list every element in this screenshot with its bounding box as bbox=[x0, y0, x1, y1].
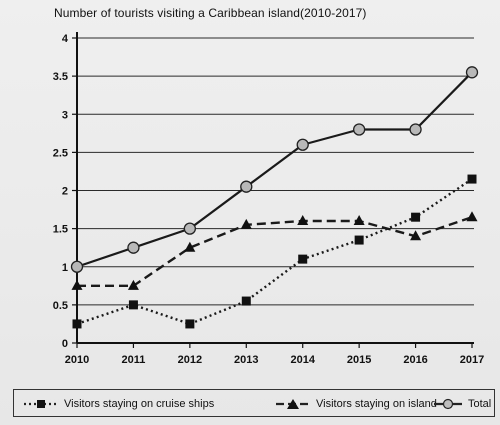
legend-label-total: Total bbox=[468, 398, 492, 410]
y-tick-label-5: 2.5 bbox=[53, 147, 68, 159]
legend-item-total: Total bbox=[432, 390, 491, 418]
x-tick-label-4: 2014 bbox=[290, 354, 315, 366]
series-0-point-3 bbox=[241, 296, 251, 306]
series-1-point-3 bbox=[240, 218, 252, 229]
x-tick-label-1: 2011 bbox=[121, 354, 145, 366]
series-2-point-3 bbox=[240, 180, 253, 193]
series-2-point-2 bbox=[183, 222, 197, 235]
x-tick-label-3: 2013 bbox=[234, 354, 258, 366]
series-0-point-6 bbox=[411, 212, 421, 222]
series-1-point-4 bbox=[297, 215, 309, 225]
y-tick-label-2: 1 bbox=[62, 262, 68, 274]
series-2-point-6 bbox=[409, 123, 422, 136]
series-1-point-2 bbox=[184, 241, 196, 252]
series-2-point-0 bbox=[70, 260, 84, 273]
series-lines bbox=[76, 71, 473, 326]
series-1-point-7 bbox=[466, 211, 478, 222]
chart-title: Number of tourists visiting a Caribbean … bbox=[54, 6, 367, 20]
legend-swatch-island bbox=[276, 399, 310, 409]
legend: Visitors staying on cruise ships Visitor… bbox=[13, 389, 495, 417]
series-line-1 bbox=[77, 216, 473, 288]
series-0-point-7 bbox=[467, 174, 477, 184]
series-line-0 bbox=[76, 178, 473, 326]
x-tick-label-0: 2010 bbox=[65, 354, 89, 366]
x-tick-label-7: 2017 bbox=[460, 354, 484, 366]
y-tick-label-0: 0 bbox=[62, 338, 68, 350]
y-tick-label-1: 0.5 bbox=[53, 300, 68, 312]
legend-swatch-total bbox=[434, 398, 462, 410]
y-tick-label-7: 3.5 bbox=[53, 71, 68, 83]
series-0-point-5 bbox=[354, 235, 364, 245]
series-2-point-5 bbox=[352, 123, 366, 136]
legend-swatch-cruise bbox=[24, 400, 58, 408]
y-tick-label-3: 1.5 bbox=[53, 224, 68, 236]
series-2-point-1 bbox=[127, 241, 140, 254]
series-0-point-4 bbox=[298, 254, 308, 264]
y-tick-label-6: 3 bbox=[62, 109, 68, 121]
legend-label-island: Visitors staying on island bbox=[316, 398, 437, 410]
y-tick-label-4: 2 bbox=[62, 186, 68, 198]
legend-item-island: Visitors staying on island bbox=[274, 390, 437, 418]
series-1-point-0 bbox=[71, 279, 83, 290]
series-2-point-7 bbox=[465, 66, 479, 79]
series-1-point-6 bbox=[410, 230, 422, 241]
series-1-point-5 bbox=[353, 215, 365, 225]
series-markers bbox=[70, 66, 479, 329]
x-tick-label-6: 2016 bbox=[403, 354, 427, 366]
legend-item-cruise: Visitors staying on cruise ships bbox=[22, 390, 214, 418]
series-1-point-1 bbox=[127, 279, 139, 290]
legend-label-cruise: Visitors staying on cruise ships bbox=[64, 398, 215, 410]
x-tick-label-2: 2012 bbox=[178, 354, 202, 366]
grid-lines bbox=[77, 37, 474, 306]
y-tick-labels: 0 0.5 1 1.5 2 2.5 3 3.5 4 bbox=[53, 33, 69, 350]
x-tick-labels: 2010 2011 2012 2013 2014 2015 2016 2017 bbox=[65, 354, 484, 366]
series-0-point-2 bbox=[185, 319, 195, 329]
series-line-2 bbox=[76, 71, 473, 268]
series-2-point-4 bbox=[296, 138, 309, 151]
series-0-point-0 bbox=[72, 319, 82, 329]
x-tick-label-5: 2015 bbox=[347, 354, 371, 366]
series-0-point-1 bbox=[128, 300, 138, 310]
y-tick-label-8: 4 bbox=[62, 33, 69, 45]
